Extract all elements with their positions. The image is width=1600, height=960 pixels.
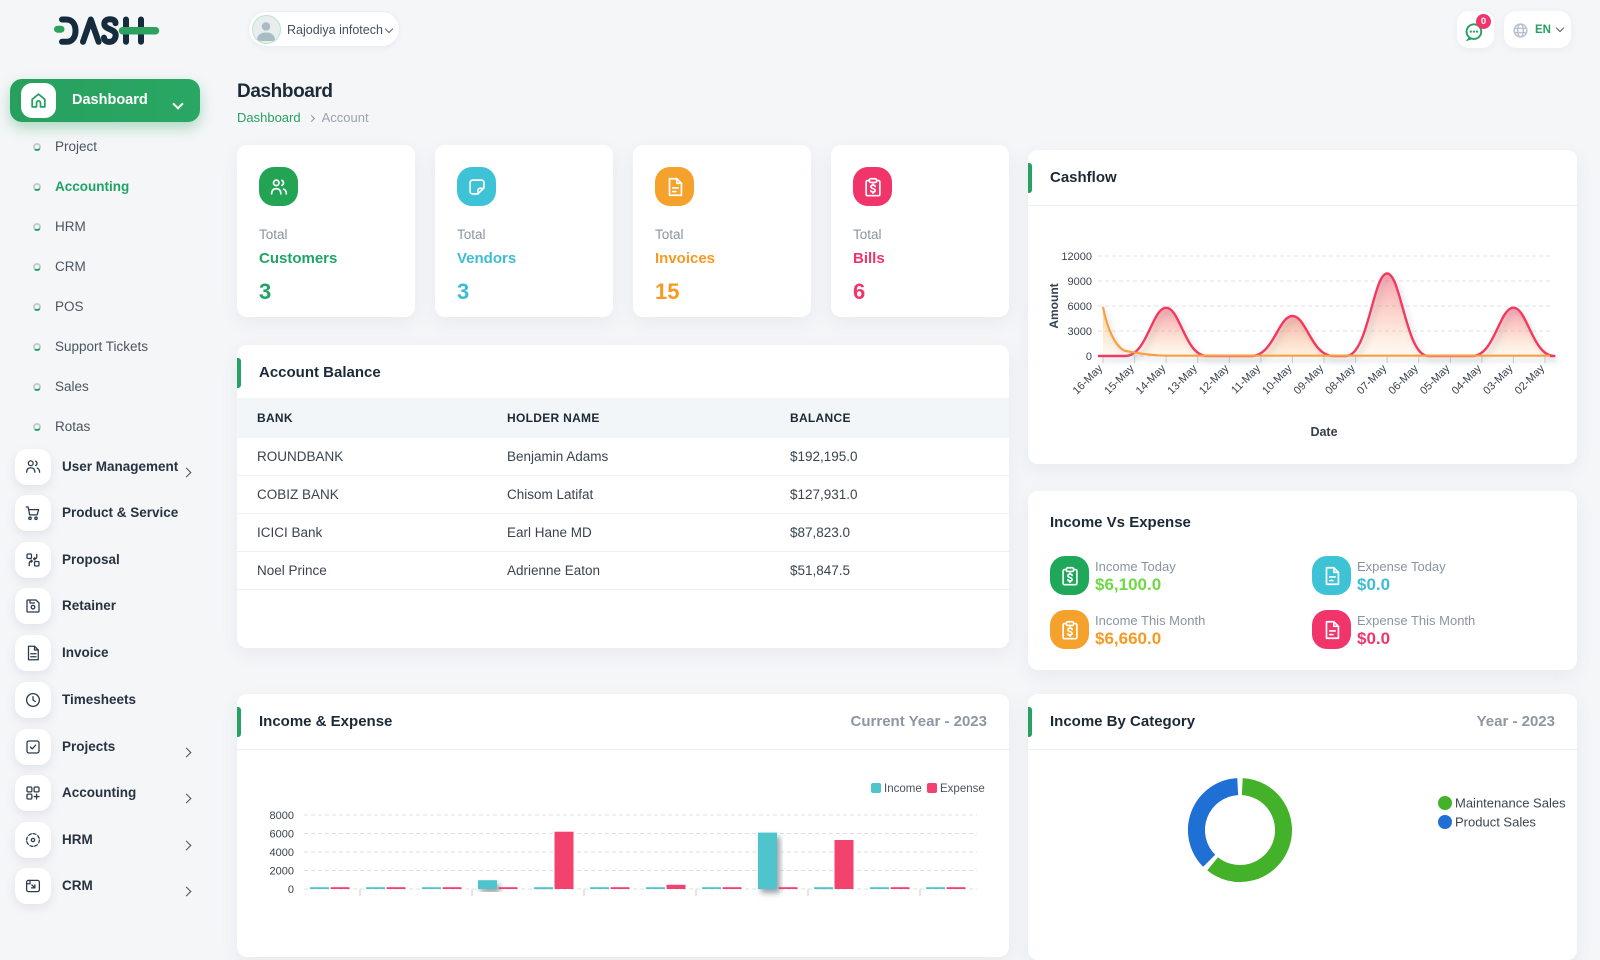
- svg-text:09-May: 09-May: [1292, 362, 1327, 397]
- svg-text:6000: 6000: [270, 829, 294, 841]
- svg-text:12000: 12000: [1061, 251, 1092, 263]
- svg-text:Amount: Amount: [1047, 283, 1061, 328]
- svg-text:05-May: 05-May: [1418, 362, 1453, 397]
- svg-text:13-May: 13-May: [1165, 362, 1200, 397]
- svg-text:04-May: 04-May: [1450, 362, 1485, 397]
- svg-text:16-May: 16-May: [1071, 362, 1106, 397]
- svg-text:08-May: 08-May: [1323, 362, 1358, 397]
- svg-text:03-May: 03-May: [1481, 362, 1516, 397]
- svg-text:2000: 2000: [270, 866, 294, 878]
- svg-text:0: 0: [288, 884, 294, 896]
- svg-text:02-May: 02-May: [1513, 362, 1548, 397]
- svg-text:4000: 4000: [270, 847, 294, 859]
- svg-text:3000: 3000: [1068, 326, 1092, 338]
- svg-text:Expense: Expense: [940, 783, 985, 795]
- svg-text:0: 0: [1086, 351, 1092, 363]
- svg-text:12-May: 12-May: [1197, 362, 1232, 397]
- svg-text:15-May: 15-May: [1102, 362, 1137, 397]
- svg-text:Date: Date: [1310, 425, 1337, 439]
- svg-text:6000: 6000: [1068, 301, 1092, 313]
- svg-text:10-May: 10-May: [1260, 362, 1295, 397]
- svg-text:9000: 9000: [1068, 276, 1092, 288]
- svg-text:Income: Income: [884, 783, 922, 795]
- svg-text:Product Sales: Product Sales: [1455, 815, 1536, 830]
- svg-text:Maintenance Sales: Maintenance Sales: [1455, 796, 1566, 811]
- svg-text:14-May: 14-May: [1134, 362, 1169, 397]
- svg-text:11-May: 11-May: [1229, 362, 1263, 396]
- svg-text:8000: 8000: [270, 810, 294, 822]
- svg-text:07-May: 07-May: [1355, 362, 1390, 397]
- svg-text:06-May: 06-May: [1386, 362, 1421, 397]
